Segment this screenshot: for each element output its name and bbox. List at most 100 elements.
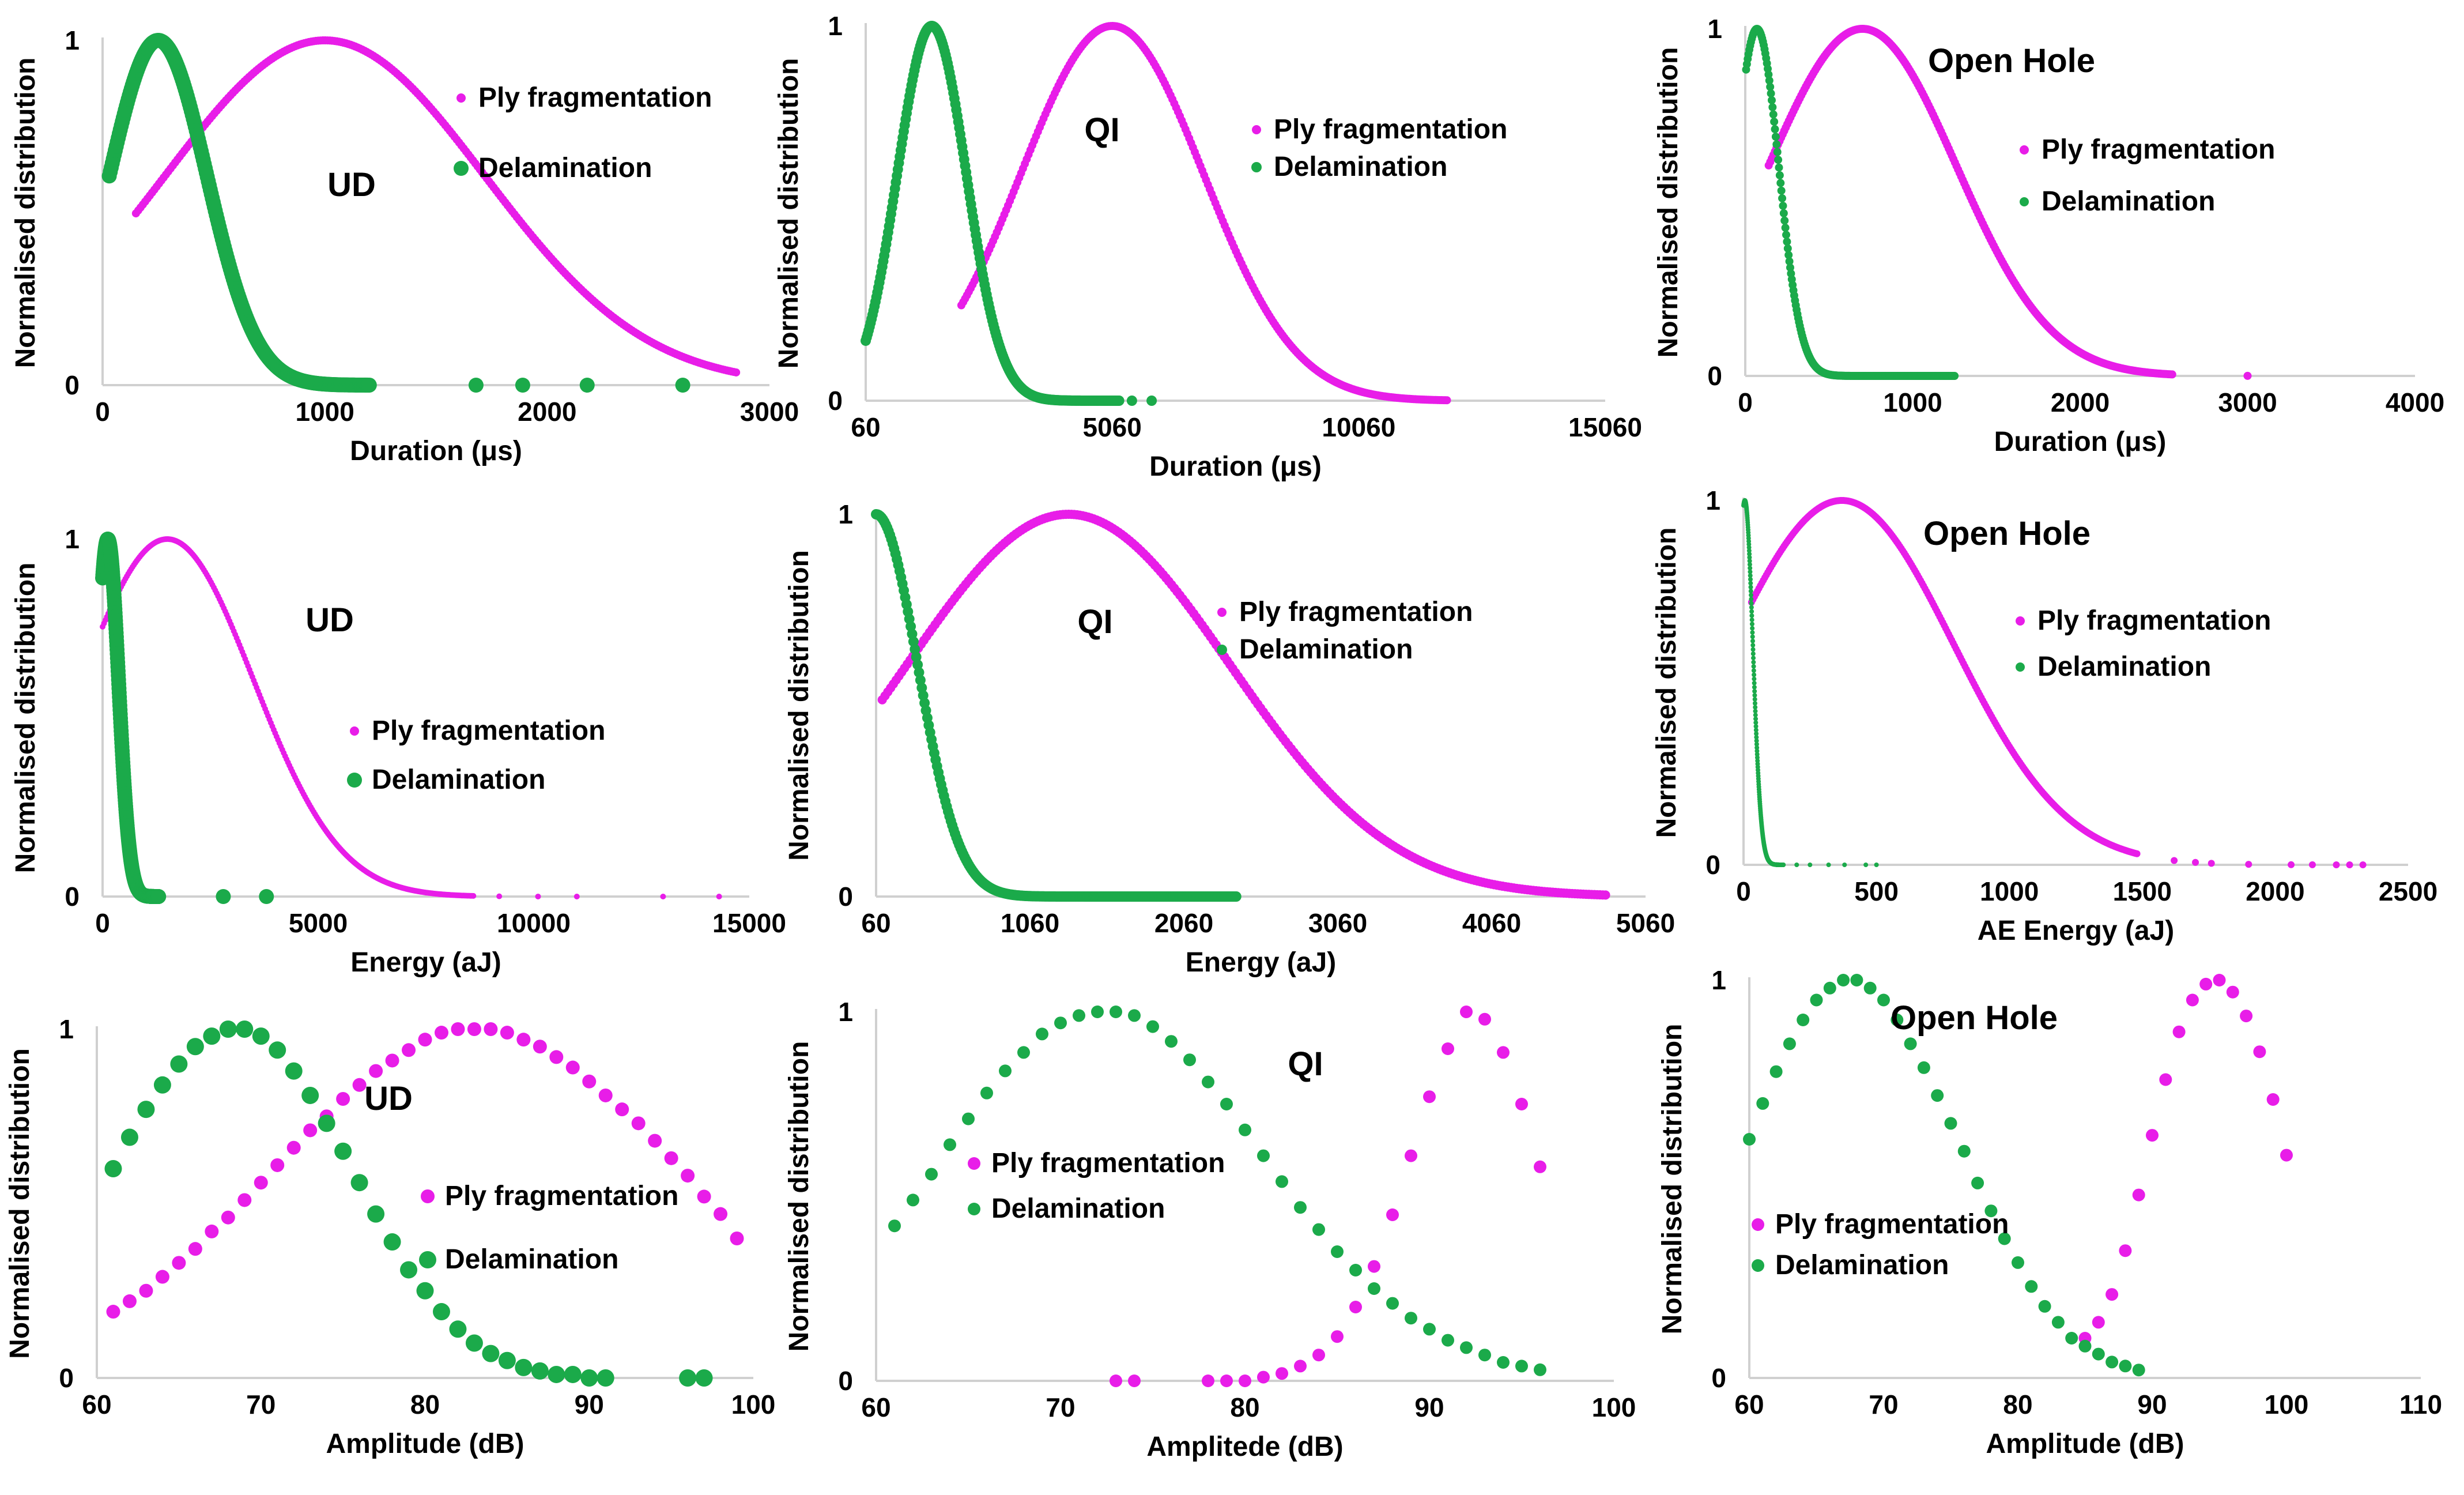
data-point [908, 636, 919, 647]
data-point [1776, 179, 1785, 187]
x-tick-label: 80 [1230, 1392, 1259, 1422]
data-point [1754, 741, 1759, 747]
data-point [664, 1151, 678, 1165]
data-point [535, 893, 541, 899]
data-point [1768, 103, 1777, 111]
panel-annotation: QI [1288, 1045, 1323, 1083]
data-point [1220, 1375, 1233, 1387]
data-point [549, 1050, 564, 1064]
data-point [1312, 1349, 1325, 1362]
x-tick-label: 1000 [295, 397, 354, 427]
data-point [1764, 70, 1773, 79]
y-tick-label: 1 [1707, 14, 1722, 44]
data-point [730, 1232, 744, 1245]
data-point [681, 1169, 695, 1183]
data-point [1746, 548, 1752, 553]
data-point [2159, 1073, 2172, 1086]
data-point [285, 1062, 303, 1080]
data-point [2119, 1244, 2132, 1257]
data-point [1750, 634, 1755, 639]
data-point [1754, 752, 1760, 757]
x-axis-title: Amplitede (dB) [1146, 1432, 1343, 1462]
x-tick-label: 100 [731, 1389, 776, 1419]
data-point [1769, 110, 1778, 119]
data-point [122, 1294, 137, 1308]
data-point [1749, 609, 1754, 614]
data-point [1748, 589, 1753, 594]
data-point [1752, 701, 1757, 706]
x-tick-label: 0 [1738, 387, 1753, 417]
data-point [2253, 1045, 2266, 1059]
data-point [1754, 731, 1759, 736]
data-point [1766, 82, 1775, 91]
legend-marker [968, 1203, 980, 1215]
data-point [237, 1193, 252, 1207]
x-tick-label: 80 [2003, 1389, 2032, 1419]
data-point [1826, 863, 1831, 867]
legend-label: Delamination [445, 1244, 618, 1275]
data-point [1110, 1375, 1122, 1387]
x-tick-label: 70 [1869, 1389, 1898, 1419]
data-point [1349, 1264, 1362, 1276]
data-point [1423, 1323, 1436, 1336]
data-point [2240, 1010, 2253, 1023]
x-tick-label: 90 [575, 1389, 604, 1419]
data-point [2051, 1316, 2065, 1329]
data-point [1405, 1149, 1417, 1162]
y-axis-title: Normalised distribution [1657, 1024, 1688, 1335]
data-point [2213, 974, 2226, 986]
data-point [1823, 981, 1836, 995]
data-point [911, 652, 922, 662]
data-point [1752, 688, 1757, 694]
chart-panel-6: 0 500 1000 1500 2000 2500 0 1 AE Energy (aJ) Norm… [1651, 485, 2437, 946]
x-tick-label: 100 [2265, 1389, 2309, 1419]
data-point [216, 889, 231, 904]
legend-marker [350, 726, 359, 736]
data-point [648, 1134, 662, 1148]
data-point [2146, 1129, 2159, 1142]
data-point [1146, 396, 1157, 406]
data-point [1749, 601, 1754, 606]
panel-annotation: Open Hole [1923, 515, 2091, 552]
data-point [1781, 862, 1786, 867]
x-tick-label: 0 [1736, 876, 1751, 906]
x-tick-label: 110 [2399, 1389, 2442, 1419]
data-point [582, 1074, 597, 1089]
legend-label: Ply fragmentation [1239, 597, 1473, 627]
y-tick-label: 1 [838, 997, 853, 1027]
data-point [1842, 863, 1847, 867]
x-tick-label: 5060 [1082, 412, 1141, 442]
data-point [1748, 581, 1753, 586]
data-point [515, 1358, 533, 1376]
data-point [695, 1369, 713, 1387]
data-point [1747, 562, 1752, 567]
data-point [1202, 1075, 1214, 1089]
legend-marker [968, 1157, 980, 1170]
data-point [1349, 1301, 1362, 1313]
data-point [2171, 857, 2178, 864]
y-tick-label: 0 [1705, 850, 1720, 880]
data-point [1753, 720, 1759, 725]
data-point [1054, 1016, 1067, 1030]
legend-label: Delamination [2042, 186, 2215, 217]
chart-panel-1: 0 1000 2000 3000 0 1 Duration (μs) Normalised d… [10, 25, 799, 466]
y-axis-title: Normalised distribution [784, 550, 814, 861]
data-point [2078, 1339, 2092, 1353]
data-point [962, 1112, 975, 1125]
data-point [137, 1101, 155, 1119]
data-point [907, 1193, 919, 1207]
data-point [2308, 861, 2316, 868]
x-tick-label: 100 [1592, 1392, 1636, 1422]
data-point [2092, 1316, 2105, 1329]
y-axis-title: Normalised distribution [784, 1041, 814, 1352]
data-point [1771, 133, 1780, 141]
x-tick-label: 90 [1414, 1392, 1444, 1422]
x-tick-label: 10060 [1322, 412, 1395, 442]
data-point [336, 1092, 350, 1106]
x-axis-title: Energy (aJ) [350, 947, 501, 978]
data-point [1752, 680, 1757, 686]
x-tick-label: 5000 [289, 908, 348, 938]
data-point [1775, 163, 1783, 172]
data-point [1405, 1312, 1417, 1325]
data-point [1750, 630, 1755, 635]
